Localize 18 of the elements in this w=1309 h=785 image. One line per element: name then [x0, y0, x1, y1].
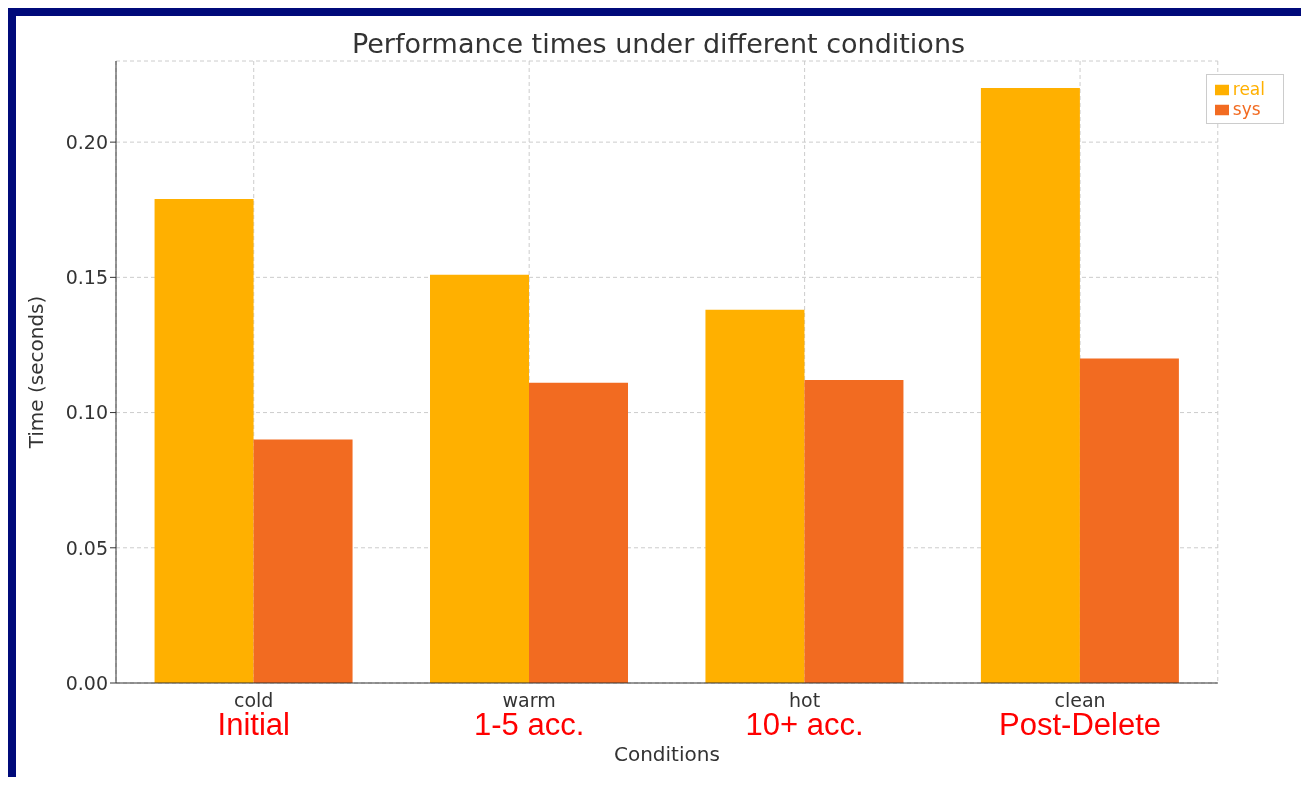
y-tick-label: 0.00	[65, 671, 108, 694]
y-tick-label: 0.05	[65, 536, 108, 559]
legend-label: real	[1232, 79, 1265, 99]
y-tick-label: 0.10	[65, 401, 108, 424]
y-axis-title: Time (seconds)	[24, 295, 49, 450]
y-tick-label: 0.15	[65, 266, 108, 289]
y-tick-label: 0.20	[65, 130, 108, 153]
legend-label: sys	[1232, 99, 1261, 119]
bar	[804, 380, 904, 683]
x-axis-title: Conditions	[613, 742, 720, 766]
bar	[430, 274, 530, 683]
bar	[705, 309, 805, 683]
bar	[980, 88, 1080, 683]
bar	[1079, 358, 1179, 683]
chart-title: Performance times under different conditions	[350, 28, 967, 59]
bar	[154, 198, 254, 683]
bar	[253, 439, 353, 683]
bar	[529, 382, 629, 683]
